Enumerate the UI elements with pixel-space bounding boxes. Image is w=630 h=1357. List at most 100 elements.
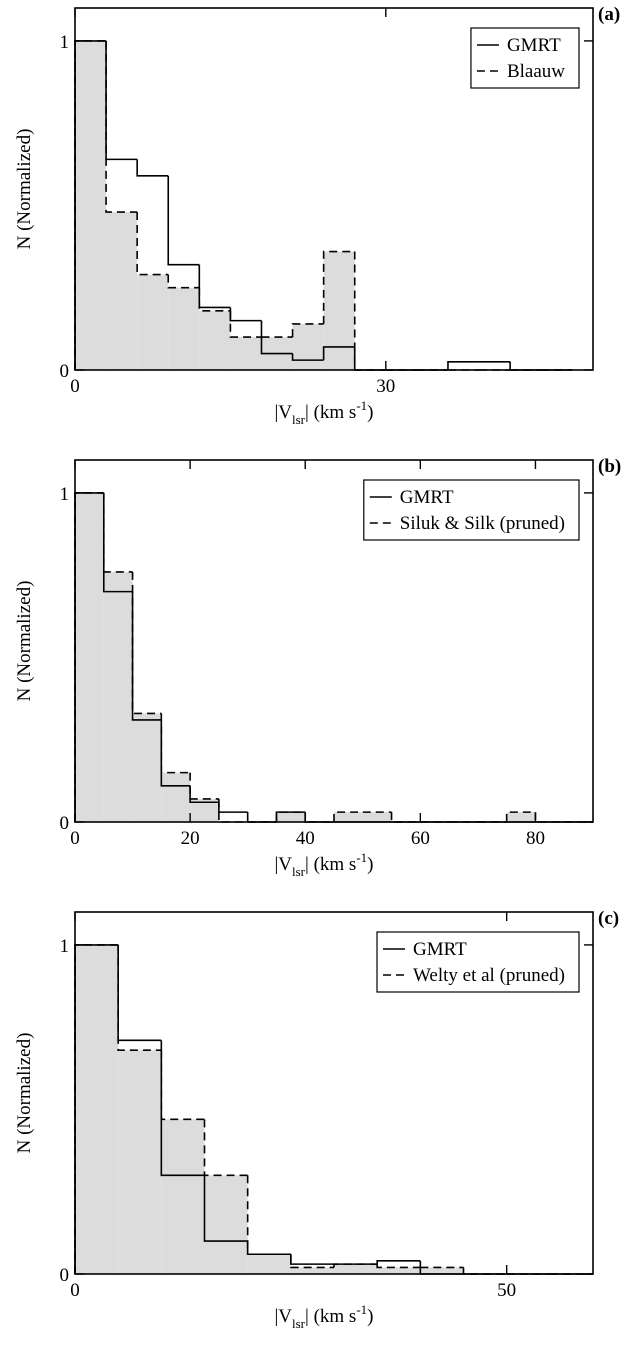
x-axis-label-part: ): [367, 854, 373, 875]
bar-fill: [334, 812, 363, 822]
x-axis-label-part: lsr: [292, 412, 306, 427]
x-axis-label: |Vlsr| (km s-1): [274, 850, 373, 879]
histogram-step: [105, 40, 138, 213]
legend-label: GMRT: [413, 939, 467, 960]
histogram-step: [160, 713, 191, 774]
histogram-step: [505, 811, 536, 822]
histogram-step: [290, 1254, 334, 1265]
legend: GMRT Blaauw: [470, 27, 580, 89]
x-tick-label: 40: [296, 828, 315, 849]
histogram-step: [160, 1040, 205, 1177]
bar-fill: [362, 812, 392, 822]
bar-fill: [190, 798, 219, 822]
histogram-step: [131, 571, 162, 715]
legend-label: GMRT: [507, 35, 561, 56]
legend: GMRT Welty et al (pruned): [376, 931, 580, 993]
histogram-step: [534, 812, 565, 823]
histogram-step: [322, 346, 355, 361]
legend-box: [376, 931, 580, 993]
bar-fill: [75, 492, 104, 822]
y-tick-label: 0: [60, 361, 70, 382]
bar-fill: [168, 287, 200, 370]
panel-label: (c): [598, 908, 619, 929]
plot-frame: [74, 7, 594, 371]
bar-fill: [161, 772, 191, 822]
x-axis-label: |Vlsr| (km s-1): [274, 398, 373, 427]
histogram-step: [246, 812, 277, 823]
x-axis-label-part: lsr: [292, 864, 306, 879]
histogram-step: [136, 212, 169, 276]
panel: 0 50 0 1 (c) N (Normalized) |Vlsr| (km s-1) GMR…: [14, 908, 619, 1331]
x-axis-label: |Vlsr| (km s-1): [274, 1302, 373, 1331]
x-axis-label-part: |V: [274, 854, 292, 875]
histogram-step: [198, 287, 231, 312]
bar-fill: [506, 812, 536, 822]
histogram-step: [160, 1050, 205, 1121]
y-tick-label: 1: [60, 484, 70, 505]
x-tick-label: 60: [411, 828, 430, 849]
histogram-step: [102, 492, 133, 573]
bar-fill: [247, 1254, 291, 1274]
histogram-step: [246, 1175, 291, 1256]
panel-label: (b): [598, 456, 621, 477]
bar-fill: [75, 40, 107, 371]
bar-fill: [334, 1264, 378, 1274]
plot-frame: [74, 911, 594, 1275]
y-axis-label: N (Normalized): [14, 581, 35, 702]
legend: GMRT Siluk & Silk (pruned): [363, 479, 580, 541]
x-axis-label-part: -1: [356, 398, 367, 413]
histogram-step: [333, 1263, 378, 1268]
x-axis-label-part: ): [367, 402, 373, 423]
bar-fill: [75, 944, 119, 1274]
x-axis-label-part: | (km s: [305, 854, 356, 875]
y-axis-label: N (Normalized): [14, 129, 35, 250]
histogram-step: [291, 323, 324, 338]
bar-fill: [377, 1267, 421, 1274]
y-tick-label: 1: [60, 936, 70, 957]
x-axis-label-part: -1: [356, 1302, 367, 1317]
y-tick-label: 0: [60, 1265, 70, 1286]
histogram-step: [376, 1264, 421, 1269]
panel: 0 30 0 1 (a) N (Normalized) |Vlsr| (km s-1) GMR…: [14, 4, 620, 427]
histogram-step: [131, 591, 162, 721]
bar-fill: [132, 713, 162, 822]
histogram-step: [322, 250, 355, 324]
histogram-step: [203, 1119, 248, 1177]
bar-fill: [323, 251, 355, 370]
histogram-step: [198, 264, 231, 309]
legend-label: Siluk & Silk (pruned): [400, 513, 565, 534]
histogram-step: [189, 772, 219, 800]
y-tick-label: 0: [60, 813, 70, 834]
x-axis-label-part: ): [367, 1306, 373, 1327]
bar-fill: [292, 323, 324, 370]
histogram-step: [167, 175, 200, 266]
bar-fill: [230, 337, 262, 370]
histogram-step: [105, 40, 138, 161]
x-axis-label-part: |V: [274, 1306, 292, 1327]
histogram-step: [447, 360, 480, 370]
y-axis-label: N (Normalized): [14, 1033, 35, 1154]
histogram-step: [509, 361, 542, 371]
histogram-step: [229, 310, 262, 338]
histogram-step: [117, 944, 162, 1052]
legend-label: GMRT: [400, 487, 454, 508]
histogram-step: [275, 811, 306, 822]
histogram-step: [376, 1260, 421, 1265]
x-tick-label: 30: [376, 376, 395, 397]
bar-fill: [137, 274, 169, 370]
x-axis-label-part: lsr: [292, 1316, 306, 1331]
histogram-step: [167, 274, 200, 289]
x-tick-label: 0: [70, 376, 80, 397]
histogram-step: [246, 1241, 291, 1256]
histogram-step: [203, 1175, 248, 1242]
histogram-step: [353, 251, 386, 371]
legend-label: Welty et al (pruned): [413, 965, 565, 986]
histogram-step: [390, 812, 421, 823]
bar-fill: [161, 1119, 205, 1274]
x-tick-label: 20: [181, 828, 200, 849]
legend-label: Blaauw: [507, 61, 565, 82]
x-tick-label: 0: [70, 828, 80, 849]
x-tick-label: 80: [526, 828, 545, 849]
